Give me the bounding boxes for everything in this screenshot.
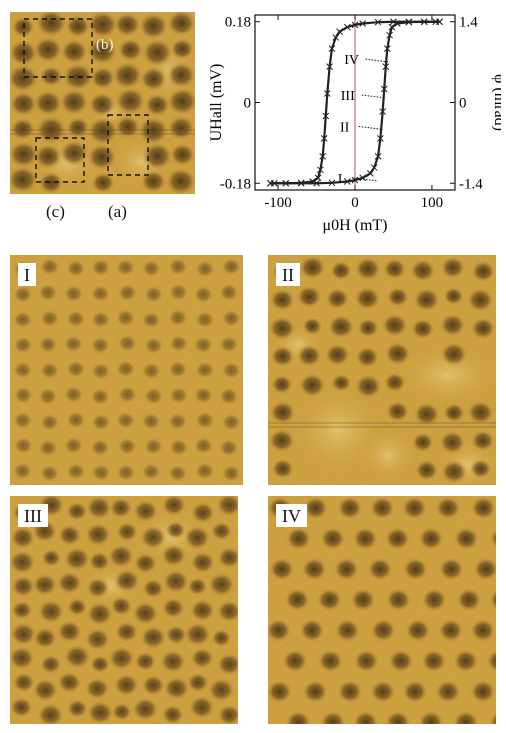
y-tick-label-right: 0 [459, 96, 467, 112]
panel-III-label: III [18, 504, 48, 527]
panel-IV-image [268, 496, 496, 724]
y-tick-label-left: 0 [244, 96, 252, 112]
annotation-I: I [338, 172, 343, 187]
panel-IV: IV [268, 496, 496, 724]
annotation-II: II [340, 120, 350, 135]
x-tick-label: -100 [264, 195, 292, 211]
hysteresis-chart: -100 0 100 -0.18 -1.4 0 0 0.18 1.4 μ0H (mT) UHall … [205, 0, 501, 240]
panel-II-label: II [276, 263, 300, 286]
panel-II: II [268, 255, 496, 485]
y-tick-label-left: 0.18 [225, 15, 251, 31]
annotation-III: III [341, 89, 355, 104]
overview-micrograph: (b) [10, 12, 195, 194]
panel-I-label: I [18, 263, 36, 286]
box-label-b: (b) [96, 37, 114, 54]
panel-II-image [268, 255, 496, 485]
panel-I-image [10, 255, 243, 485]
panel-IV-label: IV [276, 504, 307, 527]
label-c: (c) [46, 202, 65, 222]
panel-I: I [10, 255, 243, 485]
y-axis-label-right: φ (mrad) [491, 74, 501, 131]
y-axis-label-left: UHall (mV) [208, 64, 225, 142]
panel-III: III [10, 496, 238, 724]
y-tick-label-left: -0.18 [220, 176, 251, 192]
annotation-leader [359, 126, 383, 129]
x-tick-label: 0 [351, 195, 359, 211]
annotation-IV: IV [344, 53, 359, 68]
x-tick-label: 100 [421, 195, 444, 211]
annotation-leader [362, 95, 386, 98]
label-a: (a) [108, 202, 127, 222]
x-axis-label: μ0H (mT) [322, 217, 387, 234]
y-tick-label-right: 1.4 [459, 15, 478, 31]
panel-III-image [10, 496, 238, 724]
y-tick-label-right: -1.4 [459, 176, 483, 192]
